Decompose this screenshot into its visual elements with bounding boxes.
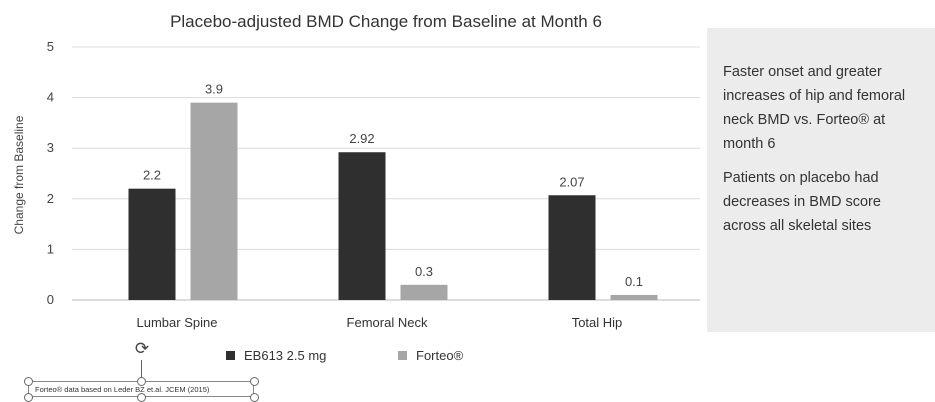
y-tick-label: 5: [47, 39, 54, 54]
legend: EB613 2.5 mg Forteo®: [226, 348, 464, 363]
bar: [400, 284, 448, 300]
y-tick-label: 0: [47, 292, 54, 307]
y-tick-label: 2: [47, 191, 54, 206]
category-label: Total Hip: [572, 315, 623, 330]
resize-handle-bottom-right[interactable]: [250, 393, 259, 402]
legend-label: Forteo®: [416, 348, 464, 363]
finding-onset: Faster onset and greater increases of hi…: [723, 64, 906, 152]
bar: [610, 294, 658, 300]
bar: [190, 102, 238, 300]
resize-handle-top-left[interactable]: [24, 377, 33, 386]
y-tick-labels: 0 1 2 3 4 5: [47, 39, 54, 307]
data-label: 2.2: [143, 168, 161, 183]
key-findings-panel: Faster onset and greater increases of hi…: [707, 28, 935, 332]
bar: [548, 195, 596, 300]
rotate-handle-stem: [141, 360, 142, 380]
data-label: 0.1: [625, 274, 643, 289]
category-label: Lumbar Spine: [137, 315, 218, 330]
bar-chart: Placebo-adjusted BMD Change from Baselin…: [12, 12, 700, 363]
y-tick-label: 3: [47, 140, 54, 155]
legend-label: EB613 2.5 mg: [244, 348, 326, 363]
data-labels: 2.2 3.9 2.92 0.3 2.07 0.1: [143, 82, 643, 289]
y-tick-label: 4: [47, 90, 54, 105]
category-label: Femoral Neck: [347, 315, 428, 330]
category-labels: Lumbar Spine Femoral Neck Total Hip: [137, 315, 623, 330]
resize-handle-bottom-middle[interactable]: [137, 393, 146, 402]
bar: [128, 188, 176, 300]
gridlines: [72, 46, 700, 301]
legend-swatch: [398, 351, 407, 360]
resize-handle-top-right[interactable]: [250, 377, 259, 386]
data-label: 2.07: [559, 174, 584, 189]
bars: [128, 102, 658, 300]
legend-swatch: [226, 351, 235, 360]
y-tick-label: 1: [47, 241, 54, 256]
rotate-icon[interactable]: ⟳: [134, 339, 150, 358]
finding-placebo: Patients on placebo had decreases in BMD…: [723, 170, 881, 234]
footnote-text: Forteo® data based on Leder BZ et.al. JC…: [35, 385, 210, 394]
resize-handle-bottom-left[interactable]: [24, 393, 33, 402]
y-axis-label: Change from Baseline: [12, 115, 26, 234]
bar: [338, 152, 386, 300]
resize-handle-top-middle[interactable]: [137, 377, 146, 386]
chart-title: Placebo-adjusted BMD Change from Baselin…: [170, 12, 602, 31]
data-label: 0.3: [415, 264, 433, 279]
data-label: 3.9: [205, 82, 223, 97]
data-label: 2.92: [349, 131, 374, 146]
